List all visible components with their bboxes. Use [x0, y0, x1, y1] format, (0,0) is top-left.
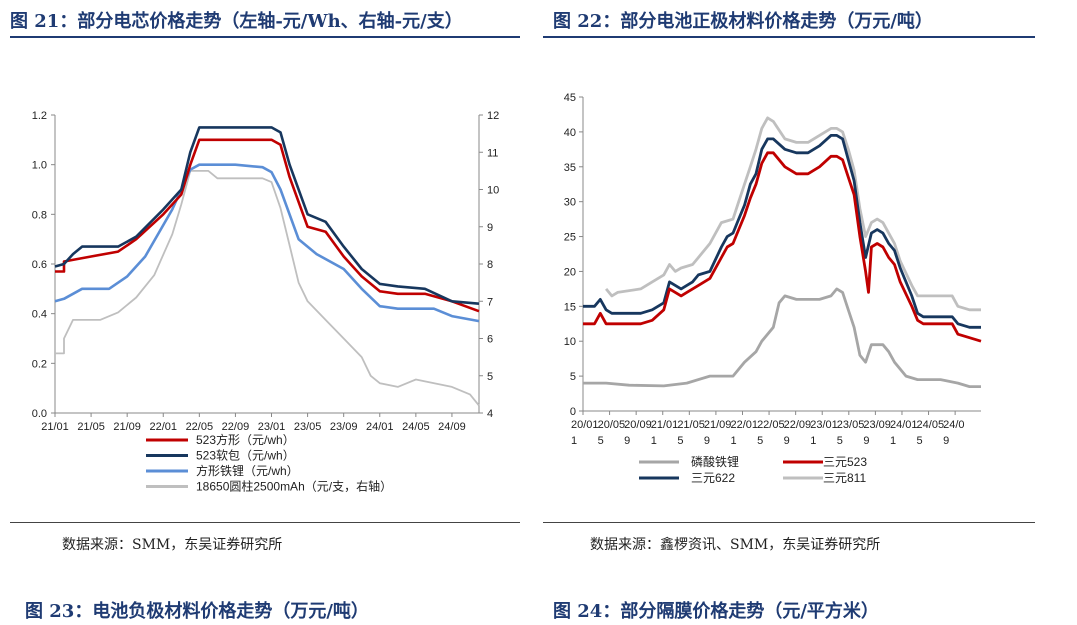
fig22-x-tick-label-row2: 9 — [704, 435, 710, 447]
fig22-x-tick-label-row2: 5 — [837, 435, 843, 447]
fig22-y-tick-label: 40 — [564, 127, 576, 139]
fig22-x-tick-label: 22/01 — [730, 419, 758, 431]
fig22-y-tick-label: 10 — [564, 336, 576, 348]
fig22-x-tick-label-row2: 1 — [571, 435, 577, 447]
fig22-chart: 05101520253035404520/01120/05520/09921/0… — [564, 92, 982, 485]
fig22-x-tick-label-row2: 5 — [757, 435, 763, 447]
fig21-left-tick-label: 0.2 — [32, 358, 47, 370]
fig22-x-tick-label-row2: 1 — [651, 435, 657, 447]
fig21-x-tick-label: 24/01 — [366, 421, 394, 433]
fig21-x-tick-label: 23/05 — [294, 421, 322, 433]
fig21-right-tick-label: 12 — [487, 110, 499, 122]
fig22-y-tick-label: 20 — [564, 266, 576, 278]
fig21-source: 数据来源：SMM，东吴证券研究所 — [62, 537, 283, 553]
fig21-x-tick-label: 24/09 — [438, 421, 466, 433]
fig22-series-line — [583, 134, 981, 329]
fig21-legend-label: 方形铁锂（元/wh） — [196, 463, 299, 478]
fig21-right-tick-label: 5 — [487, 371, 493, 383]
fig21-right-tick-label: 6 — [487, 334, 493, 346]
fig22-y-tick-label: 25 — [564, 232, 576, 244]
fig21-x-tick-label: 23/09 — [330, 421, 358, 433]
fig22-x-tick-label-row2: 9 — [943, 435, 949, 447]
fig21-legend-label: 523软包（元/wh） — [196, 449, 295, 463]
fig21-right-tick-label: 8 — [487, 259, 493, 271]
fig22-x-tick-label: 20/01 — [571, 419, 599, 431]
fig22-x-tick-label: 20/09 — [624, 419, 652, 431]
fig22-x-tick-label-row2: 1 — [890, 435, 896, 447]
fig21-x-tick-label: 24/05 — [402, 421, 430, 433]
fig22-legend-label: 三元811 — [823, 471, 866, 485]
fig21-x-tick-label: 22/09 — [222, 421, 250, 433]
fig22-x-tick-label-row2: 5 — [598, 435, 604, 447]
fig21-legend-label: 523方形（元/wh） — [196, 432, 295, 447]
fig21-series-line — [55, 138, 480, 313]
fig22-x-tick-label: 22/05 — [757, 419, 785, 431]
fig22-legend-label: 三元523 — [823, 455, 867, 469]
fig21-right-tick-label: 7 — [487, 296, 493, 308]
fig21-left-tick-label: 0.4 — [32, 309, 47, 321]
fig21-left-tick-label: 0.0 — [32, 408, 47, 420]
fig22-y-tick-label: 5 — [570, 371, 576, 383]
fig21-right-tick-label: 4 — [487, 408, 493, 420]
fig21-x-tick-label: 22/01 — [149, 421, 177, 433]
fig21-left-tick-label: 0.6 — [32, 259, 47, 271]
fig21-right-tick-label: 9 — [487, 222, 493, 234]
fig21-left-tick-label: 0.8 — [32, 209, 47, 221]
fig22-x-tick-label: 22/09 — [784, 419, 812, 431]
fig21-series-line — [55, 170, 480, 407]
fig21-left-tick-label: 1.2 — [32, 110, 47, 122]
fig21-x-tick-label: 21/05 — [77, 421, 105, 433]
fig21-title: 图 21：部分电芯价格走势（左轴-元/Wh、右轴-元/支） — [10, 11, 463, 32]
fig21-series-line — [54, 126, 480, 305]
fig21-right-tick-label: 11 — [487, 147, 498, 159]
fig23-title: 图 23：电池负极材料价格走势（万元/吨） — [25, 601, 369, 622]
fig22-x-tick-label: 23/05 — [837, 419, 865, 431]
fig24-title: 图 24：部分隔膜价格走势（元/平方米） — [553, 601, 879, 622]
fig22-x-tick-label: 24/05 — [917, 419, 945, 431]
fig22-y-tick-label: 15 — [564, 301, 576, 313]
fig22-x-tick-label: 23/01 — [810, 419, 838, 431]
fig21-legend-label: 18650圆柱2500mAh（元/支，右轴） — [196, 479, 392, 494]
fig22-legend-label: 磷酸铁锂 — [691, 454, 739, 469]
fig22-y-tick-label: 45 — [564, 92, 576, 104]
fig21-right-tick-label: 10 — [487, 185, 499, 197]
fig22-x-tick-label-row2: 5 — [677, 435, 683, 447]
fig21-x-tick-label: 21/01 — [41, 421, 69, 433]
fig22-legend-label: 三元622 — [691, 471, 735, 485]
fig21-x-tick-label: 23/01 — [258, 421, 286, 433]
fig21-series-line — [54, 163, 480, 323]
fig22-x-tick-label: 23/09 — [863, 419, 891, 431]
fig22-title: 图 22：部分电池正极材料价格走势（万元/吨） — [553, 11, 933, 32]
fig22-x-tick-label: 21/01 — [651, 419, 679, 431]
fig22-y-tick-label: 0 — [570, 406, 576, 418]
fig22-x-tick-label: 20/05 — [598, 419, 626, 431]
fig21-chart: 0.0 0.2 0.4 0.6 0.8 1.0 1.2 4 5 6 7 8 9 10 11 12 21/01 21… — [32, 110, 500, 494]
fig22-series-line — [583, 287, 981, 388]
fig22-x-tick-label-row2: 9 — [784, 435, 790, 447]
fig22-y-tick-label: 35 — [564, 162, 576, 174]
fig22-x-tick-label: 21/05 — [677, 419, 705, 431]
fig22-x-tick-label: 24/01 — [890, 419, 918, 431]
fig22-title-rule — [543, 36, 1035, 38]
fig21-x-tick-label: 21/09 — [113, 421, 141, 433]
fig22-series-line — [605, 116, 981, 312]
fig22-source-rule — [543, 522, 1035, 523]
fig22-x-tick-label-row2: 1 — [730, 435, 736, 447]
fig22-x-tick-label: 21/09 — [704, 419, 732, 431]
fig22-series-line — [583, 151, 982, 343]
fig21-title-rule — [10, 36, 520, 38]
fig22-x-tick-label: 24/0 — [943, 419, 964, 431]
fig22-x-tick-label-row2: 5 — [917, 435, 923, 447]
fig21-x-tick-label: 22/05 — [186, 421, 214, 433]
fig22-x-tick-label-row2: 1 — [810, 435, 816, 447]
fig21-left-tick-label: 1.0 — [32, 160, 47, 172]
fig22-source: 数据来源：鑫椤资讯、SMM，东吴证券研究所 — [590, 537, 881, 553]
fig22-x-tick-label-row2: 9 — [624, 435, 630, 447]
fig22-x-tick-label-row2: 9 — [863, 435, 869, 447]
fig22-y-tick-label: 30 — [564, 197, 576, 209]
fig21-source-rule — [10, 522, 520, 523]
